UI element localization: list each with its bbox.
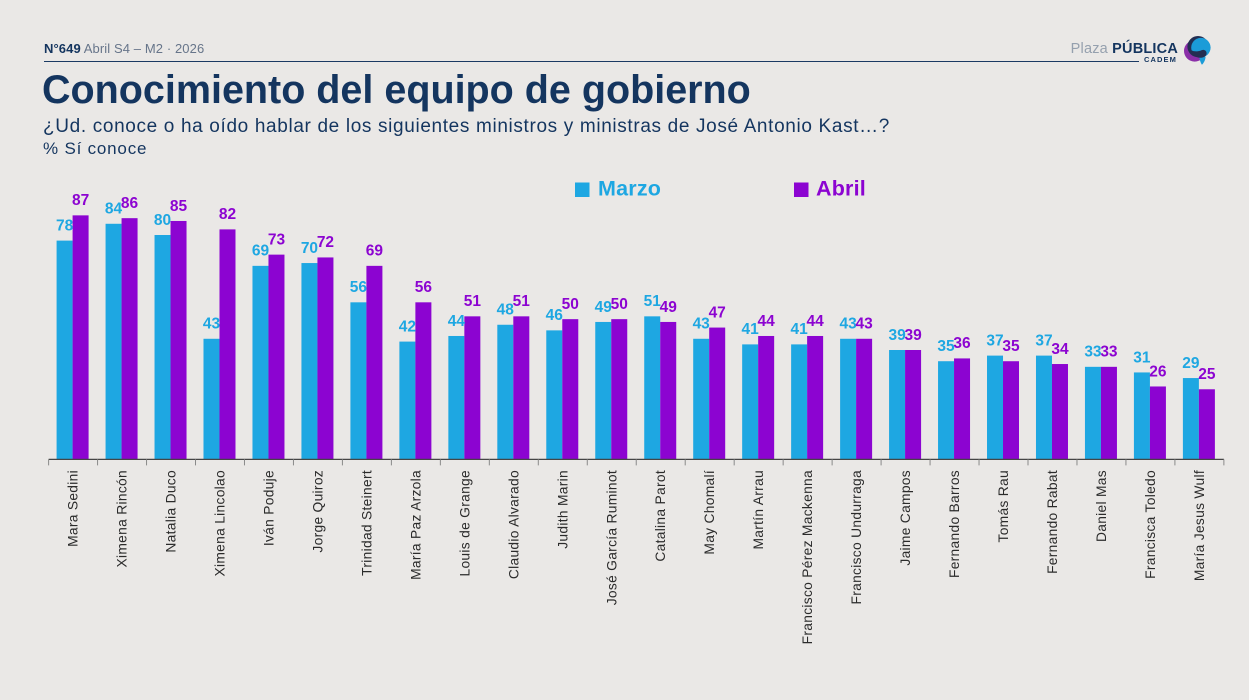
svg-text:56: 56 [415,279,433,296]
svg-text:Ximena Rincón: Ximena Rincón [115,470,130,567]
svg-text:Francisco Pérez Mackenna: Francisco Pérez Mackenna [800,470,815,644]
svg-text:26: 26 [1149,363,1167,380]
svg-text:Martín Arrau: Martín Arrau [751,470,766,550]
svg-text:Claudio Alvarado: Claudio Alvarado [506,470,521,579]
svg-text:31: 31 [1133,349,1151,366]
svg-text:44: 44 [448,313,466,330]
svg-text:25: 25 [1198,366,1216,383]
svg-text:42: 42 [399,318,416,335]
svg-text:Marzo: Marzo [598,177,661,201]
svg-text:37: 37 [1035,332,1052,349]
svg-text:43: 43 [693,316,711,333]
svg-text:41: 41 [742,321,760,338]
svg-text:44: 44 [807,313,825,330]
svg-text:51: 51 [644,293,662,310]
svg-text:Judith Marin: Judith Marin [555,470,570,549]
svg-text:48: 48 [497,302,515,319]
svg-text:84: 84 [105,201,123,218]
svg-text:80: 80 [154,212,171,229]
svg-text:33: 33 [1100,344,1118,361]
svg-text:47: 47 [709,304,726,321]
svg-text:51: 51 [464,293,482,310]
svg-text:33: 33 [1084,344,1102,361]
svg-text:Trinidad Steinert: Trinidad Steinert [359,470,374,576]
svg-text:86: 86 [121,195,139,212]
svg-text:72: 72 [317,234,334,251]
svg-text:82: 82 [219,206,236,223]
svg-text:85: 85 [170,198,188,215]
svg-text:Fernando Barros: Fernando Barros [947,470,962,578]
svg-text:43: 43 [203,316,221,333]
svg-text:María Paz Arzola: María Paz Arzola [408,470,423,580]
svg-text:69: 69 [366,243,384,260]
svg-text:44: 44 [758,313,776,330]
svg-text:43: 43 [839,316,857,333]
svg-text:49: 49 [595,299,613,316]
svg-text:Catalina Parot: Catalina Parot [653,470,668,562]
svg-text:34: 34 [1051,341,1069,358]
svg-text:Abril: Abril [816,177,866,201]
svg-text:69: 69 [252,243,270,260]
svg-text:Iván Poduje: Iván Poduje [261,470,276,546]
svg-text:87: 87 [72,192,89,209]
svg-text:50: 50 [562,296,579,313]
svg-text:Jorge Quiroz: Jorge Quiroz [310,470,325,553]
svg-text:35: 35 [1002,338,1020,355]
svg-text:46: 46 [546,307,564,324]
svg-text:35: 35 [937,338,955,355]
svg-text:Fernando Rabat: Fernando Rabat [1045,470,1060,574]
svg-text:37: 37 [986,332,1003,349]
svg-text:39: 39 [904,327,922,344]
svg-text:49: 49 [660,299,678,316]
svg-text:Louis de Grange: Louis de Grange [457,470,472,577]
svg-text:39: 39 [888,327,906,344]
svg-text:Daniel Mas: Daniel Mas [1094,470,1109,542]
svg-text:Jaime Campos: Jaime Campos [898,470,913,566]
svg-text:78: 78 [56,217,74,234]
svg-text:Mara Sedini: Mara Sedini [66,470,81,547]
svg-text:70: 70 [301,240,318,257]
svg-text:73: 73 [268,231,286,248]
svg-text:50: 50 [611,296,628,313]
svg-text:Francisca Toledo: Francisca Toledo [1143,470,1158,579]
svg-text:51: 51 [513,293,531,310]
svg-text:36: 36 [953,335,971,352]
svg-text:Ximena Lincolao: Ximena Lincolao [212,470,227,577]
svg-text:41: 41 [791,321,809,338]
svg-text:43: 43 [855,316,873,333]
svg-text:May Chomalí: May Chomalí [702,470,717,555]
svg-text:Francisco Undurraga: Francisco Undurraga [849,470,864,605]
svg-text:Natalia Duco: Natalia Duco [164,470,179,553]
svg-text:José García Ruminot: José García Ruminot [604,470,619,605]
svg-text:Tomás Rau: Tomás Rau [996,470,1011,542]
svg-text:56: 56 [350,279,368,296]
svg-text:29: 29 [1182,355,1200,372]
svg-text:María Jesus Wulf: María Jesus Wulf [1192,470,1207,581]
